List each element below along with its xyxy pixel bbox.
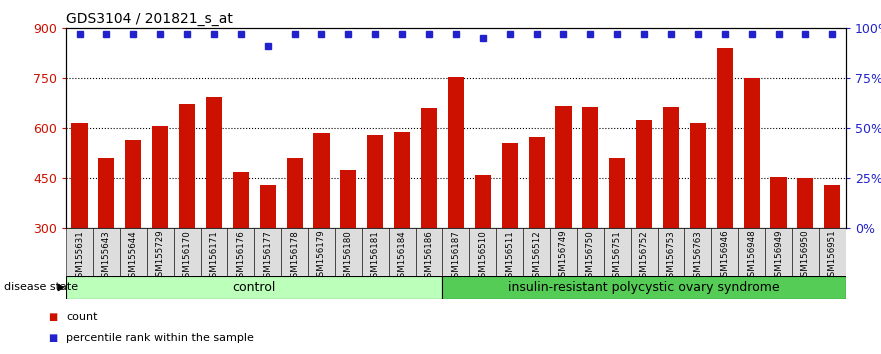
FancyBboxPatch shape (631, 228, 657, 276)
Bar (609, 158, 626, 228)
FancyBboxPatch shape (738, 228, 765, 276)
Bar (233, 172, 249, 228)
Bar (501, 143, 518, 228)
Bar (663, 107, 679, 228)
FancyBboxPatch shape (442, 276, 846, 299)
FancyBboxPatch shape (147, 228, 174, 276)
Text: GSM156510: GSM156510 (478, 230, 487, 282)
Bar (744, 78, 759, 228)
Text: GSM156184: GSM156184 (397, 230, 407, 282)
Text: GSM156512: GSM156512 (532, 230, 541, 282)
Text: count: count (66, 312, 98, 322)
Text: disease state: disease state (4, 282, 78, 292)
FancyBboxPatch shape (93, 228, 120, 276)
Bar (260, 185, 276, 228)
Text: GSM156179: GSM156179 (317, 230, 326, 282)
Text: GSM156946: GSM156946 (721, 230, 729, 282)
Text: ■: ■ (48, 333, 57, 343)
Text: GSM156948: GSM156948 (747, 230, 756, 282)
Text: GSM155631: GSM155631 (75, 230, 84, 282)
FancyBboxPatch shape (416, 228, 442, 276)
FancyBboxPatch shape (66, 228, 93, 276)
Bar (206, 97, 222, 228)
FancyBboxPatch shape (227, 228, 255, 276)
FancyBboxPatch shape (765, 228, 792, 276)
Bar (555, 105, 572, 228)
Text: ■: ■ (48, 312, 57, 322)
Text: GSM156178: GSM156178 (290, 230, 300, 282)
Text: GSM156170: GSM156170 (182, 230, 191, 282)
FancyBboxPatch shape (550, 228, 577, 276)
FancyBboxPatch shape (685, 228, 711, 276)
Bar (690, 123, 706, 228)
FancyBboxPatch shape (389, 228, 416, 276)
Text: GSM156511: GSM156511 (505, 230, 515, 282)
FancyBboxPatch shape (335, 228, 362, 276)
Text: GSM156187: GSM156187 (451, 230, 461, 282)
Text: GSM156950: GSM156950 (801, 230, 810, 282)
Text: GSM156749: GSM156749 (559, 230, 568, 282)
Text: control: control (233, 281, 276, 294)
Bar (717, 48, 733, 228)
Text: GSM156751: GSM156751 (612, 230, 622, 282)
FancyBboxPatch shape (174, 228, 201, 276)
FancyBboxPatch shape (281, 228, 308, 276)
Text: GDS3104 / 201821_s_at: GDS3104 / 201821_s_at (66, 12, 233, 26)
FancyBboxPatch shape (657, 228, 685, 276)
Bar (448, 77, 464, 228)
Bar (771, 177, 787, 228)
Bar (394, 132, 411, 228)
Bar (99, 158, 115, 228)
Text: GSM156752: GSM156752 (640, 230, 648, 282)
Bar (179, 104, 195, 228)
FancyBboxPatch shape (711, 228, 738, 276)
FancyBboxPatch shape (818, 228, 846, 276)
Text: GSM156181: GSM156181 (371, 230, 380, 282)
Text: GSM156177: GSM156177 (263, 230, 272, 282)
Bar (636, 120, 652, 228)
Text: GSM156753: GSM156753 (667, 230, 676, 282)
Bar (71, 123, 87, 228)
Bar (286, 158, 303, 228)
Text: GSM156180: GSM156180 (344, 230, 353, 282)
Bar (340, 170, 357, 228)
FancyBboxPatch shape (442, 228, 470, 276)
Bar (825, 185, 840, 228)
Text: GSM156171: GSM156171 (210, 230, 218, 282)
FancyBboxPatch shape (792, 228, 818, 276)
FancyBboxPatch shape (577, 228, 603, 276)
Bar (421, 108, 437, 228)
Text: GSM156949: GSM156949 (774, 230, 783, 282)
Text: GSM156186: GSM156186 (425, 230, 433, 282)
Text: GSM155644: GSM155644 (129, 230, 137, 282)
FancyBboxPatch shape (496, 228, 523, 276)
Text: insulin-resistant polycystic ovary syndrome: insulin-resistant polycystic ovary syndr… (508, 281, 780, 294)
FancyBboxPatch shape (255, 228, 281, 276)
Text: GSM156750: GSM156750 (586, 230, 595, 282)
FancyBboxPatch shape (603, 228, 631, 276)
Text: GSM155643: GSM155643 (102, 230, 111, 282)
Text: GSM156176: GSM156176 (236, 230, 245, 282)
Bar (529, 137, 544, 228)
FancyBboxPatch shape (470, 228, 496, 276)
Text: GSM155729: GSM155729 (156, 230, 165, 282)
Bar (475, 175, 491, 228)
FancyBboxPatch shape (201, 228, 227, 276)
Bar (125, 140, 141, 228)
Bar (367, 135, 383, 228)
Bar (797, 178, 813, 228)
Bar (152, 126, 168, 228)
Text: GSM156763: GSM156763 (693, 230, 702, 282)
FancyBboxPatch shape (362, 228, 389, 276)
FancyBboxPatch shape (120, 228, 147, 276)
FancyBboxPatch shape (523, 228, 550, 276)
FancyBboxPatch shape (66, 276, 442, 299)
Bar (314, 133, 329, 228)
Bar (582, 107, 598, 228)
Text: percentile rank within the sample: percentile rank within the sample (66, 333, 254, 343)
FancyBboxPatch shape (308, 228, 335, 276)
Text: GSM156951: GSM156951 (828, 230, 837, 282)
